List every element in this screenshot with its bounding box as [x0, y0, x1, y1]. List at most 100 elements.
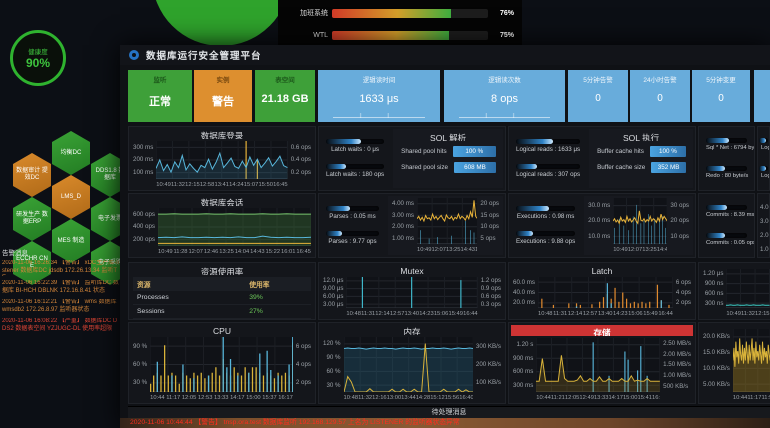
executions-chart-area: 30.0 ms 20.0 ms 10.0 ms 30 ops 20 ops 10 ops…	[584, 196, 693, 255]
panel-parses[interactable]: Parses : 0.05 ms Parses : 9.77 ops 4.00 …	[318, 193, 506, 258]
stat-value-bar: 608 MB	[454, 162, 496, 173]
gauge-label: Log f	[761, 172, 769, 179]
tile-5min-changes[interactable]: 5分钟变更 0	[692, 70, 750, 122]
hexagon-label: DDS1.8 数据库	[95, 168, 125, 181]
table-row: Processes 39%	[133, 291, 311, 305]
sql-exec-stats: SQL 执行 Buffer cache hits 100 % Buffer cac…	[589, 129, 693, 188]
tile-instance[interactable]: 实例 警告	[194, 70, 252, 122]
panel-commits[interactable]: Commits : 8.39 ms Commits : 0.05 ops	[698, 193, 755, 258]
tile-logical-read-time[interactable]: 逻辑读时间 1633 μs	[318, 70, 440, 122]
alert-item[interactable]: 2020-11-06 16:08:22 【严重】 数据库DC DDS2 数据表空…	[2, 318, 118, 332]
tile-label: 表空间	[275, 77, 295, 84]
latch-waits-ops-gauge: Latch waits : 180 ops	[319, 164, 391, 178]
panel-memory[interactable]: 内存 120 % 90 % 60 % 30 % 300 KB/s 200 KB/s 100…	[318, 322, 506, 404]
tile-label: 监听	[153, 77, 167, 84]
tile-logical-read-count[interactable]: 逻辑读次数 8 ops	[444, 70, 565, 122]
gauge-label: Executions : 0.98 ms	[516, 212, 575, 220]
alert-item[interactable]: 2020-11-06 16:22:39 【警告】 监听库DC 数据库 BI-HC…	[2, 280, 119, 294]
panel-title-alert: 存储	[511, 325, 693, 336]
panel-executions[interactable]: Executions : 0.98 ms Executions : 9.88 o…	[508, 193, 696, 258]
tile-label: 24小时告警	[643, 77, 677, 84]
parses-chart-area: 4.00 ms 3.00 ms 2.00 ms 1.00 ms 20 ops 15 op…	[387, 196, 503, 255]
hexagon-label: 均衡DC	[60, 149, 82, 156]
cutoff-gauge: Log f	[758, 165, 769, 179]
panel-title: CPU	[213, 326, 231, 335]
stat-label: Buffer cache hits	[597, 148, 644, 155]
tile-value: 0	[657, 93, 663, 104]
tile-label: 逻辑读次数	[488, 77, 521, 84]
window-titlebar: 数据库运行安全管理平台	[120, 45, 770, 65]
commits-time-gauge: Commits : 8.39 ms	[699, 205, 754, 218]
db-session-chart: 600 ops 400 ops 200 ops 10:49 11:28 12:07 12:…	[133, 208, 311, 255]
tile-24h-alerts[interactable]: 24小时告警 0	[630, 70, 690, 122]
tile-label: 实例	[216, 77, 230, 84]
sql-parse-stats: SQL 解析 Shared pool hits 100 % Shared pool…	[393, 129, 503, 188]
stat-label: Shared pool hits	[401, 148, 447, 155]
tile-cutoff[interactable]	[754, 70, 770, 122]
tile-value: 0	[595, 93, 601, 104]
hexagon-label: 电子采购	[97, 259, 122, 266]
sparkline	[332, 113, 426, 118]
panel-io-throughput[interactable]: 20.0 KB/s 15.0 KB/s 10.0 KB/s 5.00 KB/s 10:…	[698, 322, 770, 404]
tile-listener[interactable]: 监听 正常	[128, 70, 192, 122]
hexagon-node[interactable]: 数据审计 提效DC	[13, 153, 51, 197]
resource-usage: 27%	[249, 308, 263, 315]
tile-tablespace[interactable]: 表空间 21.18 GB	[255, 70, 315, 122]
hexagon-node[interactable]: 研发生产 数据ERP	[13, 197, 51, 241]
panel-mutex[interactable]: Mutex 12.0 μs 9.00 μs 6.00 μs 3.00 μs 1.2 o…	[318, 262, 506, 320]
panel-sql-exec[interactable]: Logical reads : 1633 μs Logical reads : …	[508, 126, 696, 191]
executions-chart: 30.0 ms 20.0 ms 10.0 ms 30 ops 20 ops 10 ops…	[588, 198, 689, 253]
panel-sql-parse[interactable]: Latch waits : 0 μs Latch waits : 180 ops…	[318, 126, 506, 191]
resource-name: Sessions	[137, 308, 165, 315]
hexagon-label: 电子发票	[97, 215, 122, 222]
panel-storage[interactable]: 存储 1.20 s 900 ms 600 ms 300 ms 2.50 MB/s 2.0…	[508, 322, 696, 404]
latch-chart: 60.0 ms 40.0 ms 20.0 ms 6 ops 4 ops 2 ops 10…	[513, 277, 691, 317]
executions-ops-gauge: Executions : 9.88 ops	[509, 231, 582, 245]
panel-title: SQL 执行	[623, 133, 660, 141]
dashboard-window: 数据库运行安全管理平台 监听正常 实例 警告 表空间 21.18 GB 逻辑读时间 1…	[120, 45, 770, 428]
pending-messages-bar[interactable]: 待处理消息	[128, 406, 770, 418]
gauge-label: Executions : 9.88 ops	[516, 238, 576, 246]
storage-chart: 1.20 s 900 ms 600 ms 300 ms 2.50 MB/s 2.00 M…	[513, 338, 691, 401]
panel-cutoff-gauges[interactable]: Log f Log f	[757, 126, 770, 191]
panel-db-login[interactable]: 数据库登录 300 ms 200 ms 100 ms 0.6 ops 0.4 ops 0…	[128, 126, 316, 191]
panel-cpu[interactable]: CPU 90 % 60 % 30 % 6 ops 4 ops 2 ops 10:44 11…	[128, 322, 316, 404]
gauge-label: Latch waits : 180 ops	[326, 171, 385, 179]
logical-reads-ops-gauge: Logical reads : 307 ops	[509, 164, 587, 178]
panel-title: 资源使用率	[200, 267, 244, 275]
gauge-label: Sql * Net : 6794 byte/s	[706, 145, 754, 152]
panel-latch[interactable]: Latch 60.0 ms 40.0 ms 20.0 ms 6 ops 4 ops 2 …	[508, 262, 696, 320]
gauge-track	[332, 8, 488, 18]
alert-ticker[interactable]: 2020-11-06 10:44:44 【警告】 tnsp.ora.test 数…	[120, 418, 770, 428]
alert-item[interactable]: 2020-11-06 16:12:21 【警告】 wms 数据库 wmsdb2 …	[2, 299, 117, 313]
gauge-track	[332, 30, 488, 40]
gauge-label: Latch waits : 0 μs	[331, 145, 380, 153]
executions-time-gauge: Executions : 0.98 ms	[509, 205, 582, 220]
gauge-label: Logical reads : 307 ops	[516, 171, 581, 179]
alert-message-list: 告警消息 2020-11-06 16:26:34 【警告】 xDC生产库-lis…	[2, 247, 120, 337]
panel-cutoff-chart[interactable]: 4.0 3.0 2.0 1.0	[757, 193, 770, 258]
latch-waits-time-gauge: Latch waits : 0 μs	[319, 138, 391, 153]
gauge-label: Commits : 8.39 ms	[706, 212, 754, 219]
tile-5min-alerts[interactable]: 5分钟告警 0	[568, 70, 628, 122]
hexagon-node[interactable]: 均衡DC	[52, 131, 90, 175]
panel-sqlnet-redo[interactable]: Sql * Net : 6794 byte/s Redo : 80 byte/s	[698, 126, 755, 191]
table-header: 资源 使用率	[133, 277, 311, 291]
panel-db-session[interactable]: 数据库会话 600 ops 400 ops 200 ops 10:49 11:28 12…	[128, 193, 316, 258]
panel-title: Latch	[591, 266, 613, 275]
hexagon-label: MES 制造	[57, 237, 85, 244]
cpu-chart: 90 % 60 % 30 % 6 ops 4 ops 2 ops 10:44 11:17 1…	[133, 337, 311, 401]
parses-chart: 4.00 ms 3.00 ms 2.00 ms 1.00 ms 20 ops 15 op…	[392, 198, 499, 253]
gauge-label: WTL	[313, 31, 328, 39]
hexagon-node[interactable]: LMS_D	[52, 175, 90, 219]
panel-read-latency[interactable]: 1.20 μs 900 ns 600 ns 300 ns 10:49 11:32 12:1…	[698, 262, 770, 320]
tile-value: 正常	[149, 96, 171, 108]
cutoff-axis: 4.0 3.0 2.0 1.0	[760, 203, 769, 254]
gauge-label: Log f	[761, 145, 769, 152]
alert-item[interactable]: 2020-11-06 16:26:34 【警告】 xDC生产库-listener…	[2, 260, 119, 276]
stat-value-bar: 352 MB	[651, 162, 686, 173]
hexagon-label: LMS_D	[60, 193, 81, 200]
page-title: 数据库运行安全管理平台	[146, 51, 262, 62]
